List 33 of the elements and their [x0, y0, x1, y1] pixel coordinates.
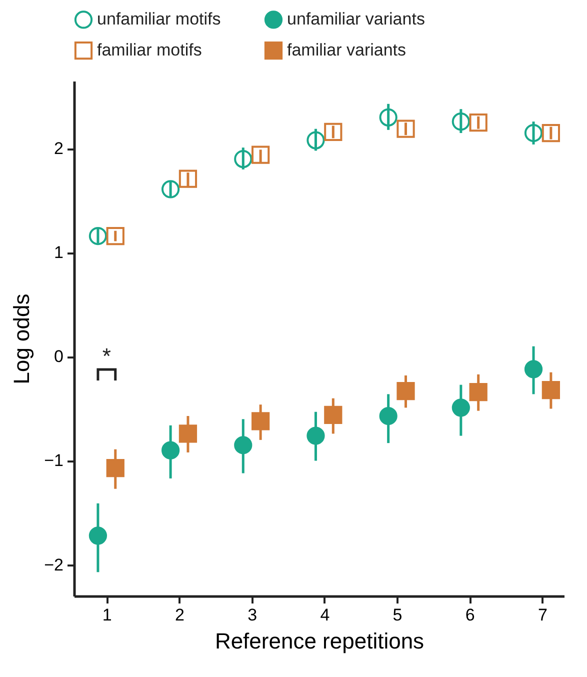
x-tick-label: 3 [248, 606, 258, 624]
point [88, 226, 108, 246]
x-tick-label: 6 [465, 606, 475, 624]
legend-label: unfamiliar motifs [97, 10, 221, 29]
point [469, 114, 488, 132]
y-tick-label: 2 [54, 139, 64, 158]
x-tick-label: 4 [320, 606, 330, 624]
annotation: * [102, 344, 112, 369]
legend-label: familiar variants [287, 40, 406, 60]
y-tick-label: 0 [54, 347, 64, 366]
point [379, 108, 398, 126]
point [234, 150, 252, 168]
x-tick-label: 7 [538, 606, 548, 624]
legend-label: unfamiliar variants [287, 10, 425, 29]
point [106, 226, 124, 246]
point [524, 124, 543, 142]
x-tick-label: 5 [392, 606, 402, 624]
y-tick-label: −2 [44, 555, 64, 574]
point [306, 131, 325, 150]
point [161, 180, 180, 198]
y-tick-label: −1 [44, 451, 64, 470]
point [542, 124, 560, 142]
point [324, 122, 342, 142]
x-tick-label: 1 [102, 606, 112, 624]
point [178, 170, 198, 188]
y-axis-title: Log odds [9, 294, 34, 384]
point [396, 120, 415, 138]
point [452, 112, 470, 131]
x-tick-label: 2 [175, 606, 184, 624]
legend-label: familiar motifs [97, 40, 202, 60]
y-tick-label: 1 [54, 243, 64, 262]
x-axis-title: Reference repetitions [214, 628, 424, 654]
point [252, 146, 270, 164]
